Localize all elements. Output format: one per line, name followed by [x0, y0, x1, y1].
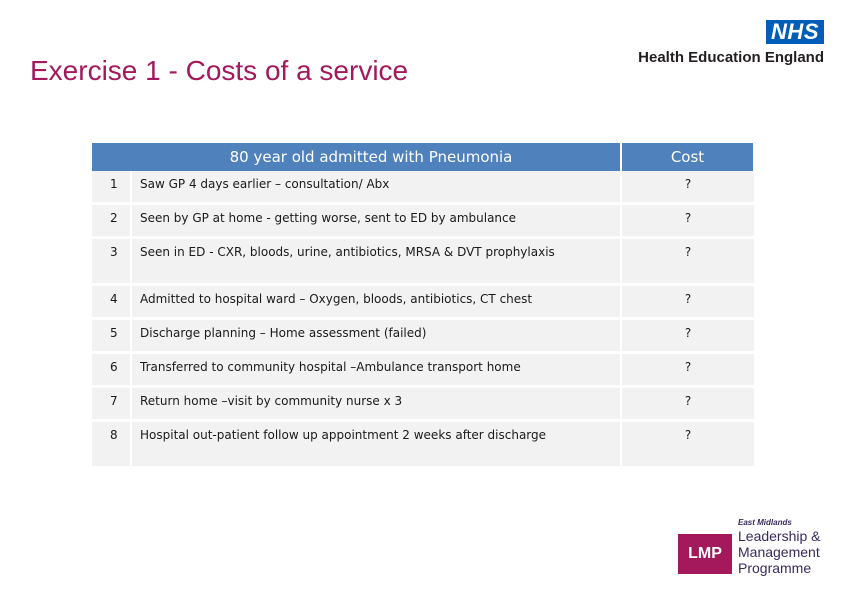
- lmp-region: East Midlands: [738, 518, 792, 527]
- lmp-name-line-1: Leadership &: [738, 528, 821, 544]
- table-row: 4 Admitted to hospital ward – Oxygen, bl…: [90, 284, 754, 320]
- row-cost: ?: [620, 171, 754, 205]
- table-row: 8 Hospital out-patient follow up appoint…: [90, 420, 754, 469]
- row-number: 3: [90, 237, 131, 286]
- row-cost: ?: [620, 237, 754, 286]
- row-cost: ?: [620, 203, 754, 239]
- slide-title: Exercise 1 - Costs of a service: [30, 55, 409, 86]
- table-row: 5 Discharge planning – Home assessment (…: [90, 318, 754, 354]
- table-row: 6 Transferred to community hospital –Amb…: [90, 352, 754, 388]
- row-cost: ?: [620, 284, 754, 320]
- row-description: Hospital out-patient follow up appointme…: [130, 420, 621, 469]
- row-number: 7: [90, 386, 131, 422]
- row-description: Seen in ED - CXR, bloods, urine, antibio…: [130, 237, 621, 286]
- table-row: 2 Seen by GP at home - getting worse, se…: [90, 203, 754, 239]
- organisation-name: Health Education England: [638, 49, 824, 66]
- row-number: 4: [90, 284, 131, 320]
- table-row: 7 Return home –visit by community nurse …: [90, 386, 754, 422]
- nhs-hee-logo: NHS Health Education England: [614, 18, 824, 70]
- table-row: 1 Saw GP 4 days earlier – consultation/ …: [90, 171, 754, 205]
- row-number: 8: [90, 420, 131, 469]
- lmp-badge: LMP: [678, 534, 732, 574]
- row-description: Discharge planning – Home assessment (fa…: [130, 318, 621, 354]
- row-description: Return home –visit by community nurse x …: [130, 386, 621, 422]
- lmp-name-line-3: Programme: [738, 560, 812, 576]
- row-number: 5: [90, 318, 131, 354]
- lmp-name-line-2: Management: [738, 544, 820, 560]
- row-description: Seen by GP at home - getting worse, sent…: [130, 203, 621, 239]
- row-cost: ?: [620, 352, 754, 388]
- row-number: 6: [90, 352, 131, 388]
- row-description: Admitted to hospital ward – Oxygen, bloo…: [130, 284, 621, 320]
- table-row: 3 Seen in ED - CXR, bloods, urine, antib…: [90, 237, 754, 286]
- row-number: 1: [90, 171, 131, 205]
- row-number: 2: [90, 203, 131, 239]
- nhs-badge: NHS: [766, 20, 824, 44]
- header-cost: Cost: [620, 143, 755, 171]
- row-description: Saw GP 4 days earlier – consultation/ Ab…: [130, 171, 621, 205]
- row-cost: ?: [620, 420, 754, 469]
- header-description: 80 year old admitted with Pneumonia: [90, 143, 622, 171]
- row-cost: ?: [620, 318, 754, 354]
- lmp-logo: East Midlands LMP Leadership & Managemen…: [678, 518, 838, 578]
- row-description: Transferred to community hospital –Ambul…: [130, 352, 621, 388]
- row-cost: ?: [620, 386, 754, 422]
- table-header-row: 80 year old admitted with Pneumonia Cost: [90, 143, 755, 171]
- cost-table: 80 year old admitted with Pneumonia Cost…: [90, 143, 755, 469]
- lmp-programme-name: Leadership & Management Programme: [738, 528, 838, 576]
